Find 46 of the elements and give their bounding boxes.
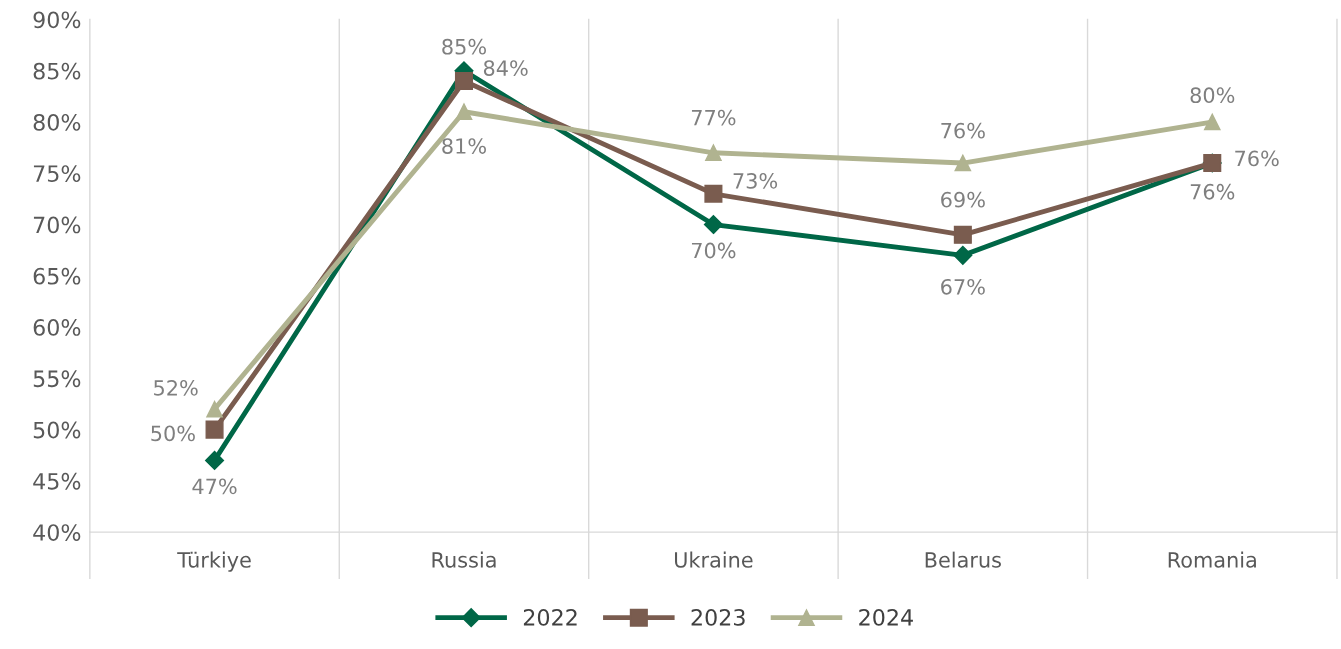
data-label: 77% (691, 109, 736, 126)
data-label: 81% (442, 138, 486, 154)
x-tick-label: Romania (1168, 551, 1256, 568)
legend-label: 2022 (523, 608, 577, 626)
point (454, 71, 474, 91)
y-tick-label: 85% (33, 62, 81, 80)
data-label: 70% (691, 242, 736, 259)
y-tick-label: 70% (33, 216, 81, 234)
y-tick-label: 75% (33, 165, 81, 183)
x-tick-label: Ukraine (675, 551, 753, 568)
data-label: 52% (154, 379, 198, 396)
data-label: 85% (442, 38, 486, 55)
point (206, 400, 223, 418)
point (205, 450, 225, 470)
y-tick-label: 90% (33, 11, 81, 29)
y-tick-label: 40% (33, 524, 81, 541)
point (953, 225, 972, 244)
data-label: 76% (1190, 183, 1235, 200)
x-tick-label: Russia (432, 551, 496, 568)
point (205, 420, 224, 439)
point (703, 215, 723, 235)
y-tick-label: 45% (33, 472, 81, 490)
data-label: 76% (941, 122, 985, 139)
data-label: 80% (1190, 87, 1235, 104)
point (705, 144, 722, 162)
data-label: 47% (192, 478, 237, 495)
legend-label: 2024 (859, 608, 913, 626)
x-tick-label: Türkiye (177, 551, 251, 572)
point (954, 154, 972, 172)
data-label: 69% (941, 191, 985, 208)
y-tick-label: 55% (33, 370, 81, 388)
data-label: 50% (151, 425, 195, 442)
point (704, 184, 723, 203)
point (953, 245, 973, 265)
point (1203, 113, 1221, 131)
data-label: 84% (483, 60, 528, 76)
x-tick-label: Belarus (925, 551, 1001, 568)
y-tick-label: 50% (33, 421, 81, 439)
point (455, 103, 473, 121)
data-label: 76% (1235, 150, 1279, 167)
data-label: 73% (733, 172, 778, 189)
data-label: 67% (941, 278, 985, 295)
y-tick-label: 65% (33, 267, 81, 285)
legend-label: 2023 (691, 608, 745, 626)
y-tick-label: 80% (33, 113, 81, 131)
y-tick-label: 60% (33, 319, 81, 336)
